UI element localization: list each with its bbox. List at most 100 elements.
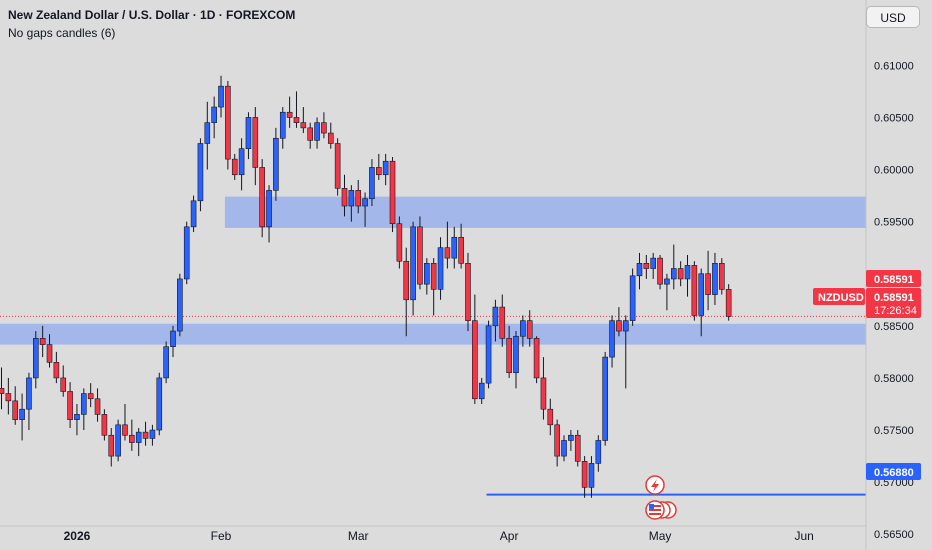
candle-body	[698, 273, 705, 316]
candle-body	[252, 117, 259, 168]
candle	[554, 419, 560, 467]
indicator-label[interactable]: No gaps candles (6)	[8, 26, 116, 40]
candle-body	[430, 263, 437, 290]
candle-body	[122, 424, 128, 436]
candle-body	[499, 306, 506, 339]
candle-body	[533, 338, 540, 379]
candle	[321, 112, 327, 139]
candle-body	[664, 278, 670, 285]
zone-rect[interactable]	[224, 196, 866, 228]
candle-body	[293, 117, 300, 123]
candle	[108, 427, 115, 467]
candle	[231, 153, 238, 180]
candle	[341, 174, 348, 217]
candle	[149, 424, 156, 446]
candle	[609, 315, 615, 368]
candle-body	[334, 143, 341, 189]
candle-body	[81, 393, 87, 415]
candle-body	[581, 460, 588, 488]
candle-body	[183, 226, 190, 280]
candle-body	[273, 137, 279, 191]
countdown-text: 17:26:34	[874, 305, 917, 317]
candle-body	[53, 362, 60, 379]
candle-body	[684, 265, 691, 280]
candle	[513, 331, 519, 389]
flag-canton	[649, 504, 654, 509]
candle	[691, 261, 698, 321]
candle-body	[712, 263, 718, 295]
candle	[437, 237, 444, 300]
candle-body	[67, 391, 73, 420]
candle	[279, 107, 286, 149]
candle-body	[472, 320, 478, 400]
candle-body	[424, 263, 430, 285]
candle	[725, 284, 732, 321]
candle-body	[417, 226, 423, 285]
chart-title: New Zealand Dollar / U.S. Dollar · 1D · …	[8, 8, 296, 22]
candle-body	[129, 434, 135, 443]
candle	[286, 96, 293, 128]
candle	[204, 101, 211, 170]
candle-body	[231, 158, 238, 176]
candle	[39, 325, 46, 358]
candle	[430, 258, 437, 316]
zone-rect[interactable]	[0, 323, 866, 345]
y-tick-label: 0.61000	[874, 60, 914, 72]
last-price-label: 0.58591	[866, 270, 921, 287]
lightning-glyph-icon	[651, 479, 659, 492]
candle	[375, 153, 382, 180]
candle	[403, 247, 410, 337]
candle	[581, 456, 588, 498]
event-markers[interactable]	[645, 475, 677, 520]
candle	[293, 91, 300, 128]
candle	[197, 138, 204, 212]
candle-body	[382, 160, 389, 176]
candle-body	[300, 122, 307, 129]
candle	[190, 195, 197, 233]
candle	[94, 388, 101, 422]
candle-body	[540, 377, 547, 410]
candle	[506, 325, 512, 378]
candle	[129, 419, 135, 451]
symbol-tag: NZDUSD	[813, 288, 865, 305]
candle	[170, 325, 176, 358]
candle-body	[513, 335, 519, 374]
currency-button[interactable]: USD	[866, 6, 920, 28]
candle-body	[26, 377, 32, 410]
candle	[382, 153, 389, 186]
candle	[60, 365, 67, 397]
candle-body	[465, 263, 471, 321]
flag-stripe	[649, 505, 661, 507]
candle-body	[451, 236, 458, 259]
candle	[252, 107, 259, 186]
candle-body	[321, 122, 327, 134]
x-tick-label: May	[649, 529, 672, 543]
candle	[643, 254, 650, 279]
candle-body	[225, 85, 231, 160]
candle-body	[616, 320, 622, 332]
candle	[712, 252, 718, 305]
y-tick-label: 0.58500	[874, 321, 914, 333]
candle	[156, 372, 163, 436]
y-tick-label: 0.59500	[874, 217, 914, 229]
candle	[101, 409, 108, 441]
flag-stripe	[649, 513, 661, 515]
support-price-text: 0.56880	[874, 467, 914, 479]
candle	[499, 294, 506, 347]
candle	[492, 299, 499, 342]
candle-body	[506, 338, 512, 374]
candle	[5, 377, 12, 415]
candle	[314, 117, 320, 149]
candle	[472, 294, 478, 404]
candle-body	[561, 440, 567, 457]
time-axis[interactable]: 2026 Feb Mar Apr May Jun	[64, 529, 814, 543]
candles-layer	[0, 75, 732, 498]
candle	[547, 398, 554, 436]
candle	[424, 258, 430, 295]
candle-body	[94, 398, 101, 415]
candle-body	[211, 106, 217, 123]
candle-body	[609, 320, 615, 358]
candle	[588, 456, 595, 498]
candle-body	[492, 306, 499, 327]
